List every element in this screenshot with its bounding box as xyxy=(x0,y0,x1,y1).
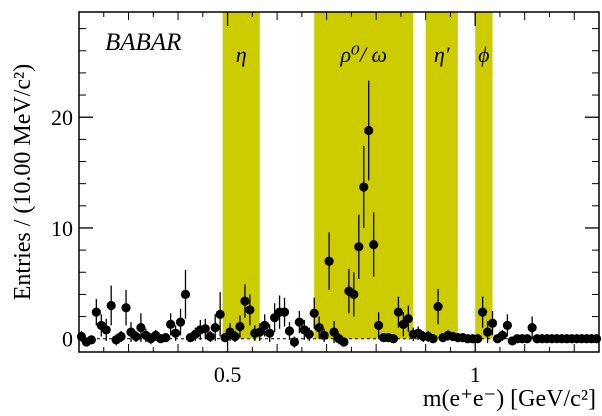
data-point-83 xyxy=(487,318,498,328)
data-point-49 xyxy=(319,330,329,340)
data-point-66 xyxy=(403,314,413,324)
x-tick-label-0: 0.5 xyxy=(214,362,242,387)
data-point-82 xyxy=(482,327,493,337)
data-point-59 xyxy=(369,239,379,250)
data-point-50 xyxy=(324,256,334,266)
data-point-58 xyxy=(364,125,374,136)
data-point-33 xyxy=(240,296,250,306)
y-tick-label-0: 0 xyxy=(62,327,73,352)
band-label-3: ϕ xyxy=(478,42,489,67)
resonance-bands: η ρ⁰/ ω η′ ϕ xyxy=(222,12,493,339)
data-point-80 xyxy=(473,334,483,344)
data-point-47 xyxy=(309,308,319,318)
data-point-71 xyxy=(428,334,438,344)
data-point-3 xyxy=(91,307,101,317)
data-point-17 xyxy=(161,333,171,343)
data-points xyxy=(76,80,602,348)
data-point-32 xyxy=(235,321,245,332)
data-point-8 xyxy=(116,331,126,342)
data-point-81 xyxy=(478,307,488,317)
experiment-label: BABAR xyxy=(105,29,181,56)
data-point-53 xyxy=(339,337,349,347)
data-point-44 xyxy=(294,317,304,327)
y-tick-label-2: 20 xyxy=(51,105,73,130)
data-point-36 xyxy=(255,327,265,337)
data-point-56 xyxy=(354,242,364,252)
data-point-51 xyxy=(329,327,339,337)
data-point-11 xyxy=(131,331,141,342)
data-point-6 xyxy=(106,300,116,311)
data-point-18 xyxy=(166,319,176,329)
data-point-26 xyxy=(205,331,215,342)
plot-frame xyxy=(78,11,600,353)
data-point-34 xyxy=(245,305,255,315)
data-point-9 xyxy=(121,303,131,313)
data-point-25 xyxy=(200,324,210,334)
data-point-64 xyxy=(393,307,404,317)
data-point-12 xyxy=(136,323,146,333)
data-point-46 xyxy=(304,329,314,339)
x-tick-label-1: 1 xyxy=(470,362,481,387)
data-point-43 xyxy=(289,337,300,347)
data-point-48 xyxy=(314,323,324,333)
data-point-60 xyxy=(374,320,384,331)
band-3 xyxy=(475,12,493,339)
band-label-2: η′ xyxy=(434,42,451,67)
y-tick-label-1: 10 xyxy=(51,216,73,241)
data-point-63 xyxy=(388,334,399,344)
data-point-2 xyxy=(86,335,96,345)
data-point-41 xyxy=(279,307,290,317)
band-0 xyxy=(222,12,260,339)
data-point-28 xyxy=(215,309,225,319)
data-point-20 xyxy=(175,317,186,327)
data-point-57 xyxy=(359,182,369,192)
band-label-0: η xyxy=(236,42,247,67)
data-point-5 xyxy=(101,325,111,335)
data-point-37 xyxy=(260,320,270,331)
data-point-90 xyxy=(522,334,532,344)
data-point-91 xyxy=(527,323,537,333)
data-point-55 xyxy=(349,289,359,300)
data-point-86 xyxy=(502,320,512,331)
data-point-21 xyxy=(180,289,191,300)
band-2 xyxy=(425,12,458,339)
y-axis-title: Entries / (10.00 MeV/c²) xyxy=(10,64,36,300)
data-point-19 xyxy=(170,328,181,338)
band-label-1: ρ⁰/ ω xyxy=(339,42,387,67)
data-point-72 xyxy=(433,301,443,312)
data-point-85 xyxy=(497,330,508,340)
data-point-38 xyxy=(265,328,275,338)
data-point-31 xyxy=(230,331,240,342)
data-point-27 xyxy=(210,323,220,333)
data-point-42 xyxy=(284,326,295,336)
x-axis-title: m(e⁺e⁻) [GeV/c²] xyxy=(423,386,596,412)
